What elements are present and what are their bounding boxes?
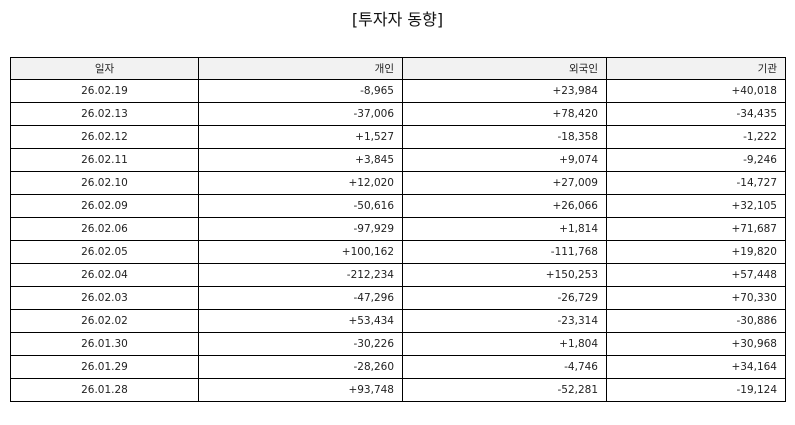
table-row: 26.01.30 -30,226 +1,804 +30,968 [10,332,786,356]
cell-foreign: +26,066 [402,194,607,218]
cell-institution: +19,820 [606,240,786,264]
cell-individual: +1,527 [198,125,403,149]
cell-institution: +57,448 [606,263,786,287]
table-row: 26.02.06 -97,929 +1,814 +71,687 [10,217,786,241]
cell-foreign: +150,253 [402,263,607,287]
cell-foreign: +1,804 [402,332,607,356]
cell-individual: +3,845 [198,148,403,172]
cell-individual: -47,296 [198,286,403,310]
cell-institution: +30,968 [606,332,786,356]
cell-date: 26.02.04 [10,263,199,287]
cell-foreign: -4,746 [402,355,607,379]
table-row: 26.02.03 -47,296 -26,729 +70,330 [10,286,786,310]
cell-foreign: +23,984 [402,79,607,103]
cell-institution: -34,435 [606,102,786,126]
table-row: 26.01.29 -28,260 -4,746 +34,164 [10,355,786,379]
cell-foreign: +9,074 [402,148,607,172]
cell-foreign: -111,768 [402,240,607,264]
cell-institution: +71,687 [606,217,786,241]
cell-foreign: -18,358 [402,125,607,149]
cell-institution: -14,727 [606,171,786,195]
table-row: 26.02.13 -37,006 +78,420 -34,435 [10,102,786,126]
page-title: [투자자 동향] [351,10,444,29]
table-row: 26.02.12 +1,527 -18,358 -1,222 [10,125,786,149]
cell-date: 26.02.06 [10,217,199,241]
cell-foreign: +27,009 [402,171,607,195]
header-institution: 기관 [606,57,786,80]
cell-individual: -50,616 [198,194,403,218]
cell-institution: -1,222 [606,125,786,149]
cell-individual: +53,434 [198,309,403,333]
table-header-row: 일자 개인 외국인 기관 [10,57,786,80]
table-row: 26.02.10 +12,020 +27,009 -14,727 [10,171,786,195]
cell-date: 26.01.30 [10,332,199,356]
table-row: 26.01.28 +93,748 -52,281 -19,124 [10,378,786,402]
cell-individual: -212,234 [198,263,403,287]
cell-foreign: +78,420 [402,102,607,126]
cell-date: 26.01.29 [10,355,199,379]
cell-individual: -30,226 [198,332,403,356]
header-foreign: 외국인 [402,57,607,80]
table-row: 26.02.04 -212,234 +150,253 +57,448 [10,263,786,287]
cell-date: 26.01.28 [10,378,199,402]
cell-date: 26.02.13 [10,102,199,126]
cell-institution: +32,105 [606,194,786,218]
cell-foreign: -26,729 [402,286,607,310]
cell-date: 26.02.12 [10,125,199,149]
table-row: 26.02.05 +100,162 -111,768 +19,820 [10,240,786,264]
cell-individual: -97,929 [198,217,403,241]
investor-trend-table: 일자 개인 외국인 기관 26.02.19 -8,965 +23,984 +40,01… [10,57,786,402]
table-row: 26.02.02 +53,434 -23,314 -30,886 [10,309,786,333]
cell-date: 26.02.03 [10,286,199,310]
cell-individual: -28,260 [198,355,403,379]
cell-institution: -9,246 [606,148,786,172]
cell-individual: +12,020 [198,171,403,195]
cell-individual: -37,006 [198,102,403,126]
cell-institution: -19,124 [606,378,786,402]
cell-date: 26.02.11 [10,148,199,172]
cell-individual: -8,965 [198,79,403,103]
cell-institution: +70,330 [606,286,786,310]
cell-date: 26.02.10 [10,171,199,195]
cell-foreign: -23,314 [402,309,607,333]
header-individual: 개인 [198,57,403,80]
cell-foreign: -52,281 [402,378,607,402]
table-row: 26.02.11 +3,845 +9,074 -9,246 [10,148,786,172]
cell-date: 26.02.19 [10,79,199,103]
cell-date: 26.02.05 [10,240,199,264]
cell-date: 26.02.02 [10,309,199,333]
table-row: 26.02.19 -8,965 +23,984 +40,018 [10,79,786,103]
cell-institution: +34,164 [606,355,786,379]
cell-foreign: +1,814 [402,217,607,241]
cell-individual: +93,748 [198,378,403,402]
table-row: 26.02.09 -50,616 +26,066 +32,105 [10,194,786,218]
cell-institution: -30,886 [606,309,786,333]
cell-institution: +40,018 [606,79,786,103]
cell-date: 26.02.09 [10,194,199,218]
header-date: 일자 [10,57,199,80]
cell-individual: +100,162 [198,240,403,264]
